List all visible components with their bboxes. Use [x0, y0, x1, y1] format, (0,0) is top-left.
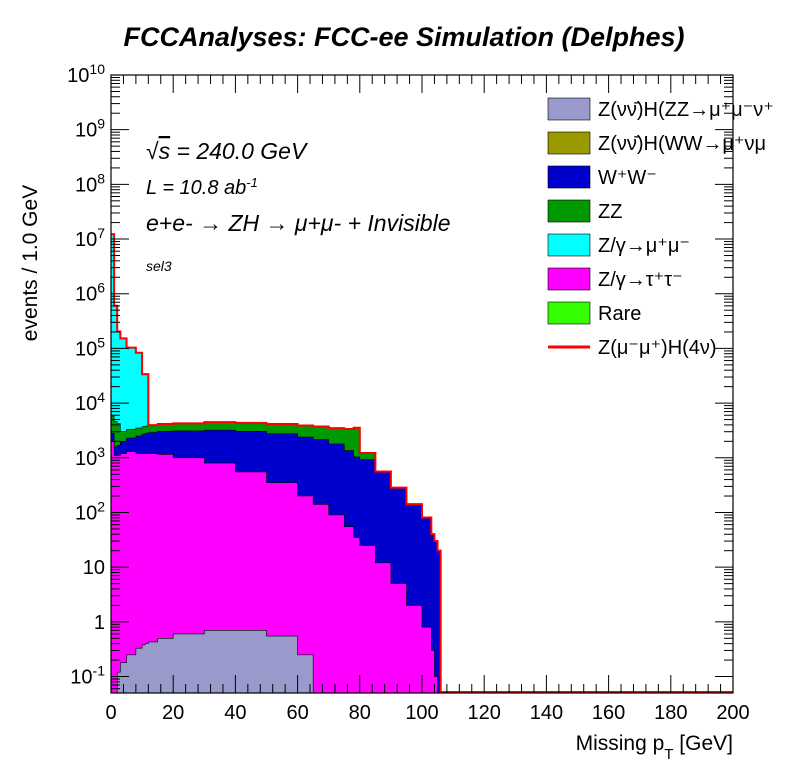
y-axis-label: events / 1.0 GeV [19, 185, 42, 341]
sqrt-s-annotation: √s = 240.0 GeV [146, 138, 309, 164]
legend-swatch [547, 233, 591, 257]
x-tick-label: 20 [162, 702, 184, 724]
x-tick-label: 40 [224, 702, 246, 724]
legend-swatch [547, 267, 591, 291]
x-tick-label: 180 [654, 702, 687, 724]
legend-label: ZZ [598, 201, 622, 223]
legend-label: Z/γ→μ⁺μ⁻ [598, 235, 690, 257]
legend-label: W⁺W⁻ [598, 167, 657, 189]
y-tick-label: 109 [75, 116, 105, 142]
chart-title: FCCAnalyses: FCC-ee Simulation (Delphes) [123, 22, 684, 52]
legend: Z(νν̄)H(ZZ→μ⁺μ⁻ν⁺ Z(νν̄)H(WW→μ⁺νμ W⁺W⁻ ZZ Z/… [547, 97, 774, 359]
x-tick-label: 0 [105, 702, 116, 724]
signal-line [111, 233, 733, 693]
y-tick-label: 105 [75, 334, 105, 360]
x-tick-label: 140 [530, 702, 563, 724]
plot-area [110, 233, 733, 694]
y-tick-label: 104 [75, 389, 105, 415]
x-tick-label: 100 [405, 702, 438, 724]
y-tick-label: 103 [75, 444, 105, 470]
x-tick-label: 200 [716, 702, 749, 724]
y-tick-label: 10-1 [70, 663, 105, 689]
selection-annotation: sel3 [146, 258, 172, 274]
legend-swatch [547, 131, 591, 155]
axis-ticks [110, 74, 734, 694]
legend-label: Z(μ⁻μ⁺)H(4ν) [598, 337, 717, 359]
x-tick-label: 120 [468, 702, 501, 724]
y-tick-label: 108 [75, 170, 105, 196]
plot-frame [110, 74, 734, 694]
legend-swatch [547, 199, 591, 223]
x-tick-label: 60 [286, 702, 308, 724]
y-tick-label: 1010 [67, 61, 105, 87]
process-annotation: e+e- → ZH → μ+μ- + Invisible [146, 210, 451, 236]
legend-swatch [547, 301, 591, 325]
legend-label: Rare [598, 303, 641, 325]
legend-label: Z/γ→τ⁺τ⁻ [598, 269, 683, 291]
legend-label: Z(νν̄)H(WW→μ⁺νμ [598, 133, 766, 155]
x-tick-label: 80 [349, 702, 371, 724]
legend-swatch [547, 165, 591, 189]
tick-labels: 0 20 40 60 80 100 120 140 160 180 200 10-1 1 10 102 103… [67, 61, 750, 724]
y-tick-label: 106 [75, 280, 105, 306]
y-tick-label: 102 [75, 498, 105, 524]
annotations: √s = 240.0 GeV L = 10.8 ab-1 e+e- → ZH →… [146, 138, 451, 274]
y-tick-label: 1 [94, 612, 105, 634]
luminosity-annotation: L = 10.8 ab-1 [146, 175, 258, 200]
legend-swatch [547, 97, 591, 121]
y-tick-label: 10 [83, 557, 105, 579]
legend-label: Z(νν̄)H(ZZ→μ⁺μ⁻ν⁺ [598, 99, 774, 121]
y-tick-label: 107 [75, 225, 105, 251]
area-series-1 [110, 441, 444, 694]
x-tick-label: 160 [592, 702, 625, 724]
